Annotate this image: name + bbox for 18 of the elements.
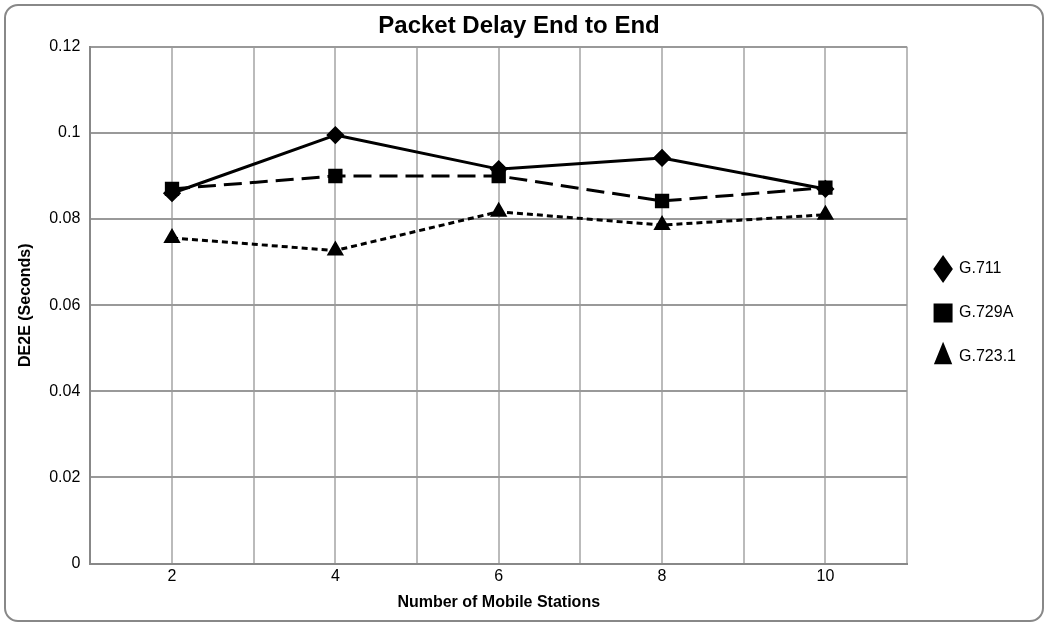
y-tick-label: 0.04 [49,381,81,399]
legend-label: G.711 [959,259,1002,277]
x-axis-title: Number of Mobile Stations [397,592,601,610]
y-tick-label: 0.06 [49,295,81,313]
legend-label: G.729A [959,303,1014,321]
y-tick-label: 0.02 [49,467,81,485]
chart-title: Packet Delay End to End [378,11,660,39]
x-tick-label: 4 [330,566,340,584]
y-tick-label: 0.12 [49,37,81,55]
y-axis-title: DE2E (Seconds) [16,243,34,367]
x-tick-label: 6 [494,566,504,584]
legend-label: G.723.1 [959,347,1017,365]
y-tick-label: 0.1 [58,123,81,141]
x-tick-label: 10 [816,566,835,584]
y-tick-label: 0 [71,554,81,572]
x-tick-label: 2 [167,566,177,584]
x-tick-label: 8 [657,566,667,584]
y-tick-label: 0.08 [49,209,81,227]
